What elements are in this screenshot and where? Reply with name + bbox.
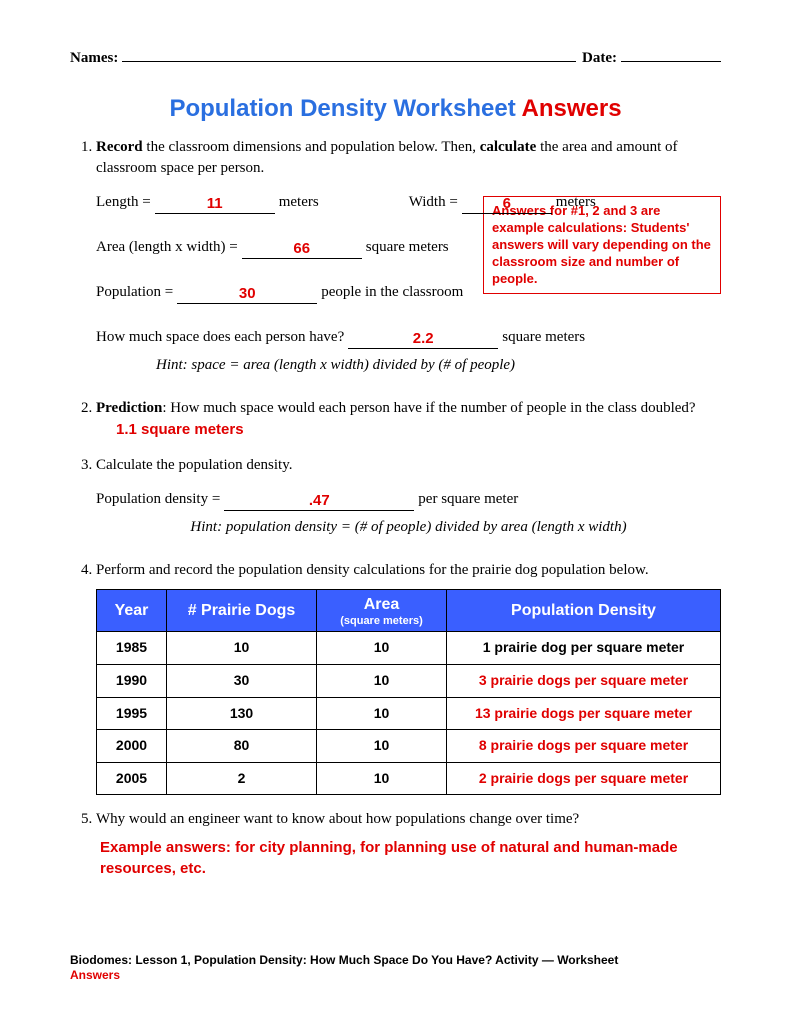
pop-unit: people in the classroom [321,282,463,303]
title-main: Population Density Worksheet [169,95,515,122]
space-unit: square meters [502,327,585,348]
q1-bold-record: Record [96,139,143,155]
date-label: Date: [582,50,617,67]
pop-blank: 30 [177,281,317,304]
table-row: 200080108 prairie dogs per square meter [97,730,721,763]
length-blank: 11 [155,191,275,214]
space-blank: 2.2 [348,326,498,349]
length-label: Length = [96,192,151,213]
worksheet-page: Names: Date: Population Density Workshee… [0,0,791,1024]
q1-space-row: How much space does each person have? 2.… [96,326,721,349]
table-row: 20052102 prairie dogs per square meter [97,762,721,795]
q3-pd-row: Population density = .47 per square mete… [96,488,721,511]
q5-answer: Example answers: for city planning, for … [100,838,721,879]
table-cell: 3 prairie dogs per square meter [447,664,721,697]
pd-blank: .47 [224,488,414,511]
table-cell: 2000 [97,730,167,763]
table-row: 199030103 prairie dogs per square meter [97,664,721,697]
q2-answer: 1.1 square meters [116,421,244,438]
names-blank [122,48,576,62]
prairie-tbody: 198510101 prairie dog per square meter19… [97,632,721,795]
q1-hint: Hint: space = area (length x width) divi… [156,355,721,376]
header-line: Names: Date: [70,48,721,67]
table-cell: 10 [317,762,447,795]
page-footer: Biodomes: Lesson 1, Population Density: … [70,953,721,984]
question-2: Prediction: How much space would each pe… [96,398,721,441]
th-area-main: Area [364,596,400,613]
table-cell: 10 [167,632,317,665]
title-suffix: Answers [522,95,622,122]
table-cell: 10 [317,664,447,697]
table-cell: 80 [167,730,317,763]
th-pd: Population Density [447,590,721,632]
area-unit: square meters [366,237,449,258]
table-cell: 30 [167,664,317,697]
table-cell: 1 prairie dog per square meter [447,632,721,665]
table-cell: 10 [317,697,447,730]
space-answer: 2.2 [413,330,434,347]
table-cell: 2 prairie dogs per square meter [447,762,721,795]
prairie-table: Year # Prairie Dogs Area(square meters) … [96,589,721,795]
table-cell: 2 [167,762,317,795]
table-cell: 1985 [97,632,167,665]
question-4: Perform and record the population densit… [96,560,721,795]
width-blank: 6 [462,191,552,214]
page-title: Population Density Worksheet Answers [70,95,721,123]
question-3: Calculate the population density. Popula… [96,455,721,538]
th-dogs: # Prairie Dogs [167,590,317,632]
pd-answer: .47 [309,492,330,509]
table-cell: 13 prairie dogs per square meter [447,697,721,730]
table-cell: 10 [317,632,447,665]
question-5: Why would an engineer want to know about… [96,809,721,879]
space-question: How much space does each person have? [96,327,344,348]
table-cell: 1990 [97,664,167,697]
q1-text-a: the classroom dimensions and population … [143,139,480,155]
q2-bold: Prediction [96,400,162,416]
pop-answer: 30 [239,285,256,302]
q3-text: Calculate the population density. [96,457,292,473]
width-label: Width = [409,192,458,213]
footer-answers: Answers [70,968,120,982]
th-area-sub: (square meters) [323,616,440,627]
table-cell: 130 [167,697,317,730]
q1-bold-calculate: calculate [480,139,537,155]
table-cell: 8 prairie dogs per square meter [447,730,721,763]
area-label: Area (length x width) = [96,237,238,258]
pd-unit: per square meter [418,489,518,510]
table-cell: 1995 [97,697,167,730]
table-row: 198510101 prairie dog per square meter [97,632,721,665]
length-unit: meters [279,192,319,213]
table-row: 19951301013 prairie dogs per square mete… [97,697,721,730]
q2-text: : How much space would each person have … [162,400,695,416]
width-answer: 6 [503,195,511,212]
area-blank: 66 [242,236,362,259]
names-label: Names: [70,50,118,67]
area-answer: 66 [293,240,310,257]
q5-text: Why would an engineer want to know about… [96,811,579,827]
table-cell: 10 [317,730,447,763]
pd-label: Population density = [96,489,220,510]
table-cell: 2005 [97,762,167,795]
length-answer: 11 [207,195,223,212]
q3-hint: Hint: population density = (# of people)… [96,517,721,538]
pop-label: Population = [96,282,173,303]
date-blank [621,48,721,62]
footer-line: Biodomes: Lesson 1, Population Density: … [70,953,618,967]
q4-text: Perform and record the population densit… [96,562,649,578]
th-year: Year [97,590,167,632]
th-area: Area (square meters) [317,590,447,632]
